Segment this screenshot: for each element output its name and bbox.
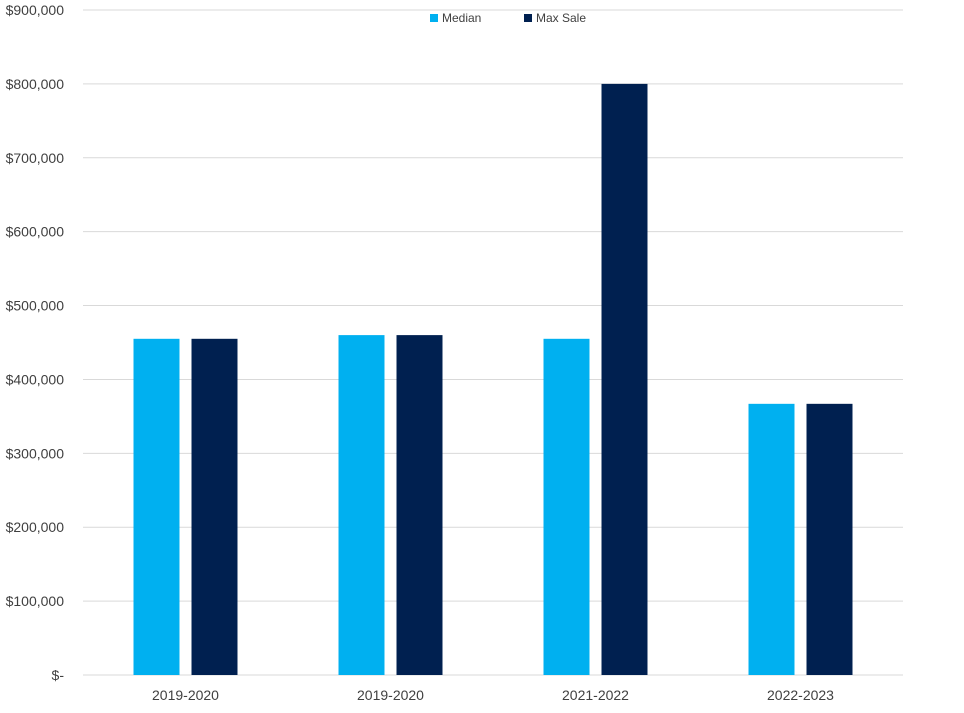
- bar-max-sale: [806, 403, 853, 675]
- bar-max-sale: [601, 83, 648, 675]
- y-tick-label: $-: [52, 667, 65, 683]
- bar-max-sale: [191, 338, 238, 675]
- y-axis-tick-labels: $- $100,000 $200,000 $300,000 $400,000 $500,0…: [6, 2, 65, 683]
- legend-swatch: [430, 14, 438, 22]
- y-tick-label: $100,000: [6, 593, 65, 609]
- bar-max-sale: [396, 335, 443, 675]
- legend-label: Max Sale: [536, 11, 586, 25]
- x-tick-label: 2019-2020: [152, 687, 219, 703]
- x-axis-tick-labels: 2019-2020 2019-2020 2021-2022 2022-2023: [152, 687, 834, 703]
- y-tick-label: $200,000: [6, 519, 65, 535]
- y-tick-label: $300,000: [6, 445, 65, 461]
- legend: Median Max Sale: [430, 11, 586, 25]
- x-tick-label: 2022-2023: [767, 687, 834, 703]
- y-tick-label: $900,000: [6, 2, 65, 18]
- bar-median: [338, 335, 385, 675]
- x-tick-label: 2019-2020: [357, 687, 424, 703]
- bar-median: [133, 338, 180, 675]
- bars: [133, 83, 853, 675]
- y-tick-label: $600,000: [6, 224, 65, 240]
- bar-median: [543, 338, 590, 675]
- x-tick-label: 2021-2022: [562, 687, 629, 703]
- y-tick-label: $400,000: [6, 371, 65, 387]
- legend-swatch: [524, 14, 532, 22]
- y-tick-label: $500,000: [6, 298, 65, 314]
- bar-median: [748, 403, 795, 675]
- y-tick-label: $700,000: [6, 150, 65, 166]
- y-tick-label: $800,000: [6, 76, 65, 92]
- legend-label: Median: [442, 11, 481, 25]
